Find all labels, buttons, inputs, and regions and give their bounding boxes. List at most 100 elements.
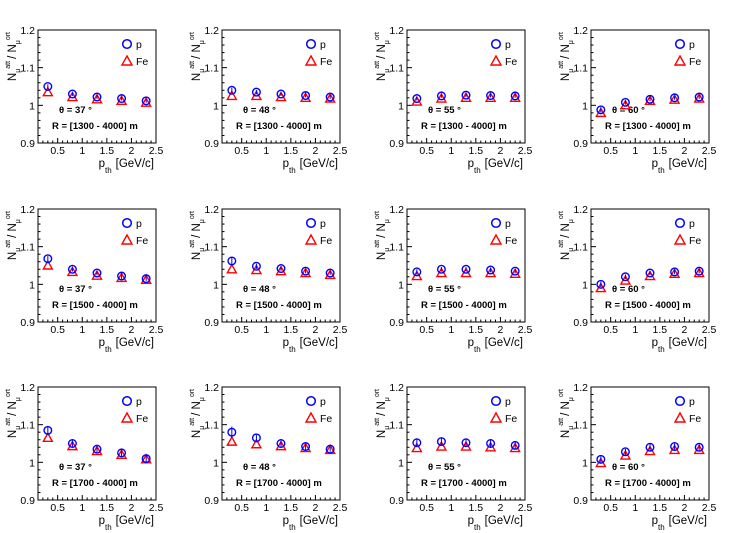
y-label-sub: μ [199, 219, 206, 223]
x-axis-label: pth [GeV/c] [283, 158, 338, 175]
x-tick-label: 0.5 [50, 502, 65, 514]
x-label-sub: th [658, 523, 665, 532]
y-tick-label: 1.1 [204, 420, 219, 432]
legend-label-p: p [505, 39, 511, 51]
y-label-sup: ort [5, 32, 12, 40]
y-label-sup: att [558, 240, 565, 248]
y-tick-label: 0.9 [20, 495, 35, 507]
x-axis-label: pth [GeV/c] [652, 337, 707, 354]
y-label-sup: att [558, 61, 565, 69]
theta-label: θ = 55 ° [428, 105, 461, 116]
x-tick-label: 1.5 [100, 324, 115, 336]
data-point-p [461, 90, 471, 100]
y-tick-label: 1 [398, 457, 404, 469]
y-axis-label: Nμatt/ Nμort [5, 32, 22, 81]
x-tick-label: 0.5 [50, 145, 65, 157]
y-tick-label: 1.1 [20, 63, 35, 75]
x-tick-label: 2 [497, 145, 503, 157]
legend-label-fe: Fe [136, 235, 148, 247]
legend-label-fe: Fe [505, 235, 517, 247]
x-tick-label: 0.5 [234, 324, 249, 336]
data-point-p [486, 265, 496, 275]
x-tick-label: 2 [681, 324, 687, 336]
x-label-sub: th [658, 166, 665, 175]
range-label: R = [1700 - 4000] m [236, 478, 322, 489]
y-axis-label: Nμatt/ Nμort [374, 211, 391, 260]
y-tick-label: 1 [582, 100, 588, 112]
data-point-p [141, 96, 151, 106]
data-point-p [67, 439, 77, 449]
data-point-p [510, 91, 520, 101]
data-point-fe [140, 96, 152, 107]
data-point-p [461, 438, 471, 448]
x-label-main: p [468, 158, 474, 170]
y-axis-label: Nμatt/ Nμort [374, 32, 391, 81]
x-tick-label: 2.5 [518, 145, 533, 157]
data-point-p [301, 442, 311, 452]
x-label-unit: [GeV/c] [300, 337, 338, 349]
data-point-p [461, 264, 471, 274]
x-axis-label: pth [GeV/c] [652, 515, 707, 532]
legend-marker-fe [120, 54, 134, 66]
x-label-unit: [GeV/c] [669, 158, 707, 170]
data-point-p [227, 256, 237, 266]
y-tick-label: 1.2 [204, 204, 219, 216]
y-tick-label: 1 [398, 100, 404, 112]
x-tick-label: 2.5 [702, 324, 717, 336]
data-point-p [325, 444, 335, 454]
x-label-sub: th [289, 166, 296, 175]
y-label-slash: / N [191, 44, 203, 59]
y-label-sub: μ [568, 69, 575, 73]
legend-label-fe: Fe [320, 413, 332, 425]
y-label-sup: att [558, 418, 565, 426]
y-label-slash: / N [191, 223, 203, 238]
y-label-sup: att [189, 240, 196, 248]
range-label: R = [1500 - 4000] m [52, 300, 138, 311]
x-label-unit: [GeV/c] [116, 337, 154, 349]
y-tick-label: 0.9 [20, 317, 35, 329]
y-tick-label: 1.1 [389, 63, 404, 75]
data-point-p [67, 89, 77, 99]
x-tick-label: 0.5 [234, 502, 249, 514]
data-point-p [117, 94, 127, 104]
y-tick-label: 1.1 [573, 63, 588, 75]
data-point-p [596, 279, 606, 289]
legend-marker-p [305, 395, 317, 407]
x-tick-label: 2.5 [702, 502, 717, 514]
data-point-p [92, 444, 102, 454]
x-tick-label: 1.5 [100, 145, 115, 157]
y-tick-label: 1.1 [204, 63, 219, 75]
x-tick-label: 2.5 [149, 324, 164, 336]
x-tick-label: 1 [79, 324, 85, 336]
x-tick-label: 1.5 [284, 502, 299, 514]
legend-marker-fe [304, 54, 318, 66]
data-point-fe [509, 267, 521, 278]
legend-label-p: p [320, 396, 326, 408]
y-tick-label: 1.2 [204, 382, 219, 394]
y-tick-label: 1 [29, 100, 35, 112]
x-tick-label: 2.5 [333, 145, 348, 157]
y-tick-label: 1.2 [20, 204, 35, 216]
data-point-fe [42, 431, 54, 443]
legend-label-fe: Fe [320, 235, 332, 247]
x-axis-label: pth [GeV/c] [468, 515, 523, 532]
y-tick-label: 1 [398, 279, 404, 291]
y-label-sup: att [5, 61, 12, 69]
y-tick-label: 1 [582, 279, 588, 291]
data-point-fe [435, 440, 448, 451]
data-point-p [510, 266, 520, 276]
x-tick-label: 2 [497, 324, 503, 336]
data-point-p [43, 81, 53, 91]
theta-label: θ = 60 ° [612, 284, 645, 295]
x-label-sub: th [289, 523, 296, 532]
data-point-p [670, 93, 680, 103]
data-point-p [141, 454, 151, 464]
legend-label-fe: Fe [505, 56, 517, 68]
y-label-sub: μ [568, 397, 575, 401]
data-point-p [486, 91, 496, 101]
data-point-p [43, 254, 53, 264]
x-tick-label: 1.5 [284, 145, 299, 157]
y-tick-label: 1.1 [573, 420, 588, 432]
